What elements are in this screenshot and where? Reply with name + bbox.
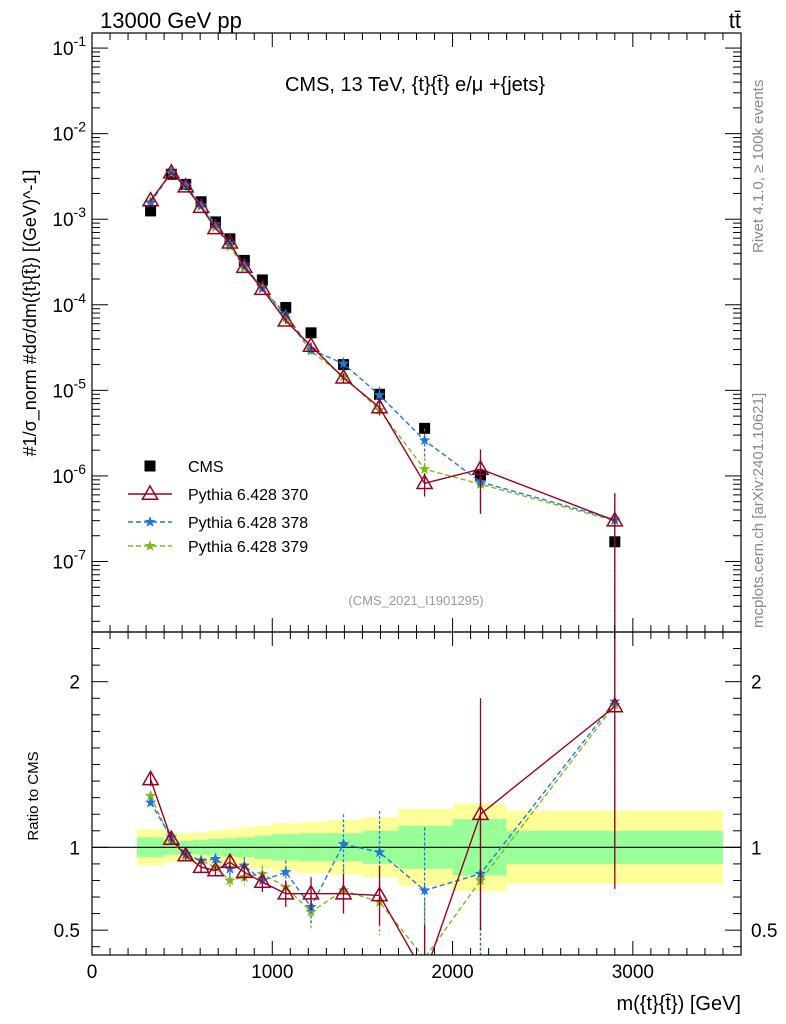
- series-marker: [418, 434, 431, 446]
- ratio-marker: [370, 885, 389, 902]
- ratio-marker: [144, 790, 157, 801]
- ratio-axis-label: Ratio to CMS: [25, 751, 42, 840]
- series-marker: [165, 166, 177, 177]
- legend: CMS Pythia 6.428 370 Pythia 6.428 378 Pythi…: [128, 459, 308, 556]
- x-tick-label: 3000: [612, 962, 654, 983]
- ratio-marker: [373, 846, 386, 858]
- series-marker: [206, 218, 225, 235]
- series-marker: [144, 196, 157, 208]
- cms-point: [305, 327, 317, 339]
- ratio-tick-label: 2: [69, 673, 80, 694]
- ratio-marker: [418, 884, 431, 896]
- legend-entry: CMS: [188, 459, 224, 476]
- y-tick-label: 10-4: [52, 290, 86, 317]
- series-marker: [418, 463, 431, 474]
- x-tick-label: 2000: [431, 962, 473, 983]
- plot-title: CMS, 13 TeV, {t}{t̄} e/μ +{jets}: [285, 74, 545, 96]
- y-tick-label: 10-2: [52, 119, 86, 146]
- rivet-version: Rivet 4.1.0, ≥ 100k events: [750, 80, 767, 253]
- series-marker: [302, 336, 320, 352]
- series-marker: [209, 218, 222, 230]
- ratio-tick-label: 0.5: [54, 921, 80, 942]
- x-tick-label: 0: [87, 962, 98, 983]
- ratio-tick-label: 1: [69, 838, 80, 859]
- header-process: tt̄: [729, 8, 741, 33]
- ratio-marker: [337, 838, 350, 849]
- series-marker: [605, 511, 624, 527]
- legend-marker: [144, 540, 156, 551]
- series-marker: [373, 389, 386, 400]
- legend-entry: Pythia 6.428 379: [188, 539, 308, 556]
- header-energy: 13000 GeV pp: [100, 8, 242, 33]
- ratio-marker: [141, 769, 160, 786]
- ratio-marker: [221, 852, 239, 869]
- ratio-marker: [176, 846, 195, 862]
- series-marker: [195, 199, 207, 211]
- legend-marker: [144, 516, 156, 527]
- ratio-tick-label-right: 2: [751, 673, 762, 694]
- y-tick-label: 10-6: [52, 461, 86, 488]
- ratio-tick-label-right: 1: [751, 838, 762, 859]
- ratio-marker: [276, 884, 295, 900]
- ratio-panel: [92, 632, 741, 980]
- legend-marker-cms: [144, 460, 156, 472]
- cms-point: [280, 301, 292, 313]
- ratio-marker: [206, 860, 225, 877]
- analysis-id: (CMS_2021_I1901295): [348, 593, 483, 608]
- legend-entry: Pythia 6.428 370: [188, 487, 308, 504]
- series-marker: [235, 257, 254, 274]
- ratio-marker: [280, 866, 292, 877]
- series-marker: [280, 312, 292, 323]
- series-marker: [415, 473, 434, 490]
- legend-entry: Pythia 6.428 378: [188, 515, 308, 532]
- series-marker: [471, 459, 490, 476]
- series-marker: [253, 279, 272, 296]
- series-marker: [276, 311, 295, 327]
- ratio-marker: [471, 804, 490, 821]
- series-marker: [141, 191, 160, 207]
- ratio-marker: [192, 857, 210, 874]
- y-tick-label: 10-3: [52, 204, 86, 231]
- ratio-marker: [417, 967, 432, 980]
- series-marker: [176, 177, 195, 193]
- y-tick-label: 10-7: [52, 546, 86, 573]
- series-marker: [162, 163, 181, 179]
- ratio-marker: [253, 872, 272, 889]
- y-tick-label: 10-5: [52, 375, 86, 402]
- ratio-marker: [334, 884, 353, 900]
- x-axis-label: m({t}{t̄}) [GeV]: [616, 993, 741, 1015]
- series-marker: [192, 197, 210, 214]
- axes-frames: 0 1000 2000 3000 10-7 10-6 10-5 10-4 10-3 10-2 10-…: [52, 32, 777, 983]
- cms-point: [419, 422, 431, 434]
- series-marker: [221, 233, 239, 249]
- series-marker: [370, 397, 389, 414]
- cms-point: [145, 205, 157, 217]
- ratio-tick-label-right: 0.5: [751, 921, 777, 942]
- main-panel: [141, 163, 624, 632]
- series-marker: [238, 259, 250, 271]
- ratio-marker: [162, 829, 181, 846]
- y-axis-label: #1/σ_norm #dσ/dm({t}{t̄}) [(GeV)^-1]: [20, 170, 41, 457]
- x-tick-label: 1000: [251, 962, 293, 983]
- series-marker: [337, 357, 350, 369]
- series-marker: [180, 179, 192, 190]
- ratio-marker: [302, 884, 320, 900]
- ratio-marker: [605, 696, 624, 713]
- ratio-marker: [144, 796, 157, 808]
- ratio-marker: [224, 874, 236, 886]
- ratio-marker: [209, 852, 222, 864]
- ratio-marker: [235, 862, 254, 879]
- y-tick-label: 10-1: [52, 33, 86, 60]
- series-line: [150, 172, 615, 522]
- ratio-frame: [91, 631, 742, 956]
- series-marker: [334, 368, 353, 384]
- mcplots-credit: mcplots.cern.ch [arXiv:2401.10621]: [750, 393, 767, 628]
- legend-marker: [141, 484, 159, 500]
